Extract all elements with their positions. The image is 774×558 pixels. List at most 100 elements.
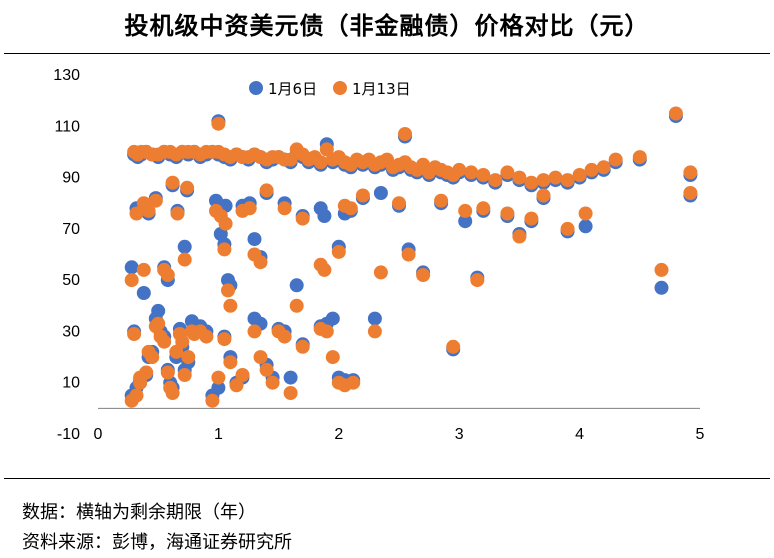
data-point	[367, 311, 382, 326]
data-point	[141, 203, 156, 218]
data-point	[247, 324, 262, 339]
data-point	[683, 165, 698, 180]
data-point	[325, 311, 340, 326]
data-point	[392, 196, 406, 211]
data-point	[217, 242, 232, 257]
x-tick-label: 3	[455, 426, 464, 443]
data-point	[295, 211, 310, 226]
data-point	[331, 244, 346, 259]
data-point	[524, 175, 539, 190]
data-point	[217, 332, 232, 347]
y-tick-label: -10	[57, 426, 80, 443]
data-point	[608, 152, 623, 167]
data-point	[169, 344, 184, 359]
legend-label: 1月6日	[268, 80, 317, 98]
data-point	[124, 273, 139, 288]
data-point	[313, 155, 328, 170]
legend-marker	[249, 81, 263, 95]
data-point	[452, 162, 467, 177]
data-point	[560, 173, 575, 188]
plot-area	[124, 106, 698, 408]
data-point	[560, 221, 575, 236]
data-point	[572, 168, 587, 182]
data-point	[289, 298, 304, 313]
data-point	[277, 329, 292, 344]
data-point	[151, 303, 166, 318]
data-point	[133, 370, 148, 385]
footer-rule	[4, 478, 770, 479]
data-point	[229, 378, 244, 393]
y-tick-label: 30	[62, 323, 80, 340]
series-2	[124, 106, 698, 408]
data-point	[177, 252, 192, 267]
data-point	[177, 239, 192, 254]
data-point	[398, 127, 412, 141]
data-point	[654, 262, 669, 277]
data-point	[548, 170, 563, 185]
data-point	[325, 350, 340, 365]
title-rule	[4, 53, 770, 54]
data-point	[199, 329, 214, 344]
data-note: 数据：横轴为剩余期限（年）	[22, 502, 256, 523]
data-point	[343, 201, 358, 216]
data-point	[446, 339, 461, 354]
x-tick-label: 5	[696, 426, 705, 443]
data-point	[346, 375, 361, 390]
data-point	[367, 324, 382, 339]
data-point	[524, 211, 539, 226]
data-point	[654, 280, 669, 295]
y-tick-label: 110	[54, 118, 80, 135]
data-point	[175, 334, 190, 349]
data-point	[221, 283, 235, 298]
data-point	[124, 393, 139, 408]
data-point	[317, 209, 332, 223]
data-point	[416, 268, 431, 282]
data-point	[355, 188, 370, 203]
data-point	[319, 142, 334, 157]
data-point	[259, 362, 274, 377]
scatter-chart: -10 10 30 50 70 90 110 130 0 1 2 3 4 5 1月6日 1月13日	[53, 67, 705, 443]
data-point	[223, 298, 238, 313]
y-tick-label: 90	[62, 170, 80, 187]
data-point	[165, 175, 180, 190]
data-point	[319, 324, 334, 339]
legend-marker	[333, 81, 347, 95]
data-point	[157, 334, 172, 349]
data-point	[148, 193, 163, 208]
data-point	[235, 368, 250, 382]
data-point	[536, 173, 551, 188]
data-point	[129, 206, 144, 221]
data-point	[253, 350, 268, 365]
data-point	[584, 162, 599, 177]
data-point	[160, 268, 175, 282]
data-point	[596, 160, 611, 175]
data-point	[265, 375, 280, 390]
data-point	[205, 393, 220, 408]
data-point	[283, 152, 298, 167]
data-point	[578, 219, 593, 234]
data-point	[470, 273, 485, 288]
data-point	[373, 186, 388, 200]
source-note: 资料来源：彭博，海通证券研究所	[22, 532, 292, 553]
y-tick-label: 10	[62, 375, 80, 392]
data-point	[283, 370, 298, 385]
data-point	[283, 386, 298, 400]
data-point	[145, 350, 160, 365]
data-point	[180, 180, 195, 195]
data-point	[223, 355, 238, 370]
data-point	[211, 116, 226, 131]
x-tick-label: 0	[94, 426, 103, 443]
data-point	[242, 201, 257, 216]
data-point	[668, 106, 683, 121]
data-point	[151, 316, 166, 331]
data-point	[632, 150, 647, 165]
data-point	[127, 327, 142, 341]
y-tick-label: 70	[62, 221, 80, 238]
data-point	[136, 262, 151, 277]
x-tick-label: 2	[334, 426, 343, 443]
data-point	[136, 286, 151, 300]
data-point	[458, 203, 473, 218]
data-point	[211, 370, 226, 385]
data-point	[295, 339, 310, 354]
x-tick-label: 4	[575, 426, 584, 443]
